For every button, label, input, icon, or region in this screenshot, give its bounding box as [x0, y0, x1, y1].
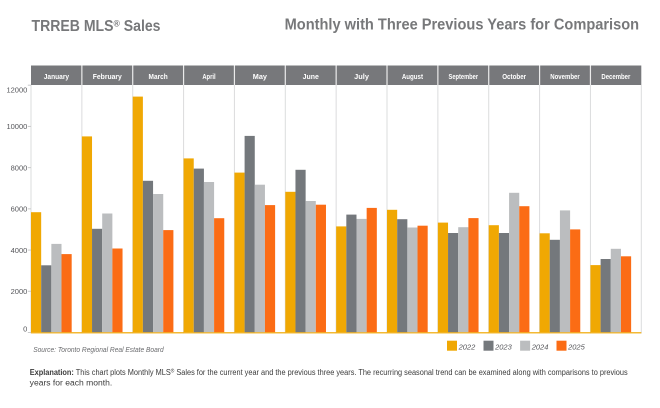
svg-text:Monthly with Three Previous Ye: Monthly with Three Previous Years for Co… — [285, 16, 639, 33]
svg-text:April: April — [202, 72, 215, 81]
svg-text:March: March — [149, 72, 169, 81]
svg-text:November: November — [550, 72, 580, 81]
svg-text:6000: 6000 — [11, 205, 28, 214]
svg-text:4000: 4000 — [11, 246, 28, 255]
svg-text:10000: 10000 — [6, 122, 27, 131]
svg-text:October: October — [502, 72, 526, 81]
svg-text:August: August — [402, 72, 424, 81]
svg-text:Source: Toronto Regional Real: Source: Toronto Regional Real Estate Boa… — [33, 345, 164, 354]
svg-text:June: June — [303, 72, 319, 81]
svg-text:years for each month.: years for each month. — [30, 378, 113, 387]
svg-text:May: May — [253, 72, 268, 81]
svg-text:July: July — [354, 72, 370, 81]
svg-text:2000: 2000 — [11, 287, 28, 296]
svg-text:December: December — [601, 72, 630, 81]
svg-text:TRREB MLS® Sales: TRREB MLS® Sales — [32, 18, 161, 35]
svg-text:2023: 2023 — [494, 342, 513, 351]
svg-text:0: 0 — [23, 324, 27, 333]
svg-text:2025: 2025 — [567, 342, 586, 351]
svg-text:2024: 2024 — [531, 342, 549, 351]
svg-text:12000: 12000 — [6, 86, 27, 95]
svg-text:February: February — [93, 72, 123, 81]
svg-text:8000: 8000 — [11, 163, 28, 172]
svg-text:2022: 2022 — [458, 342, 477, 351]
svg-text:January: January — [44, 72, 70, 81]
svg-text:September: September — [449, 72, 479, 81]
svg-text:Explanation: This chart plots: Explanation: This chart plots Monthly ML… — [30, 368, 628, 378]
